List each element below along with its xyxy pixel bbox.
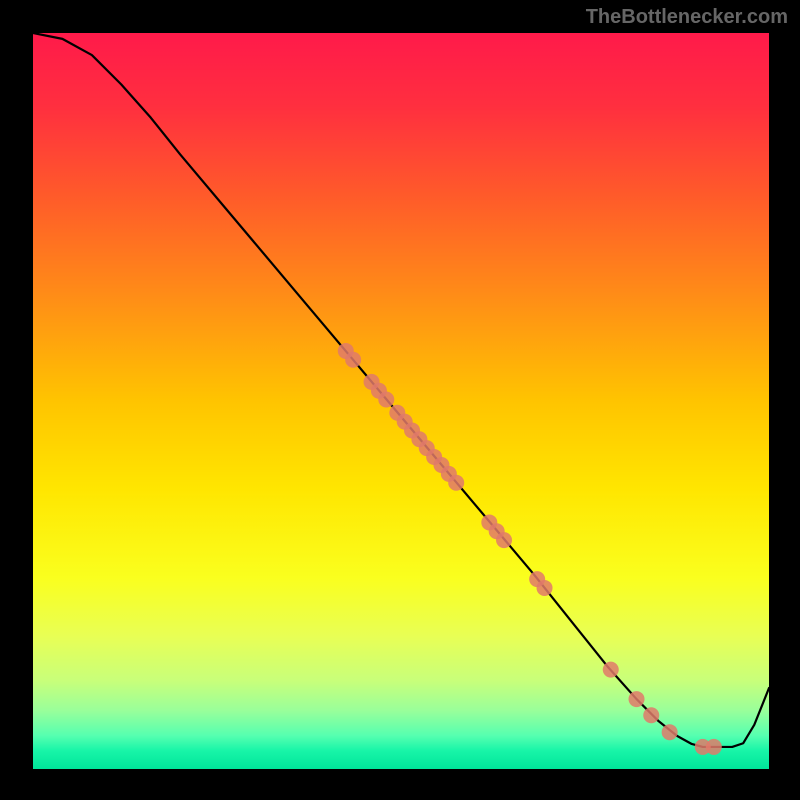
- data-marker: [345, 352, 361, 368]
- data-marker: [662, 724, 678, 740]
- curve-chart: [33, 33, 769, 769]
- data-marker: [603, 662, 619, 678]
- data-marker: [706, 739, 722, 755]
- watermark-text: TheBottlenecker.com: [586, 6, 788, 29]
- data-marker: [629, 691, 645, 707]
- curve-line: [33, 33, 769, 747]
- data-marker: [537, 580, 553, 596]
- data-marker: [448, 475, 464, 491]
- data-marker: [643, 707, 659, 723]
- data-marker: [378, 392, 394, 408]
- data-marker: [496, 532, 512, 548]
- chart-plot-area: [33, 33, 769, 769]
